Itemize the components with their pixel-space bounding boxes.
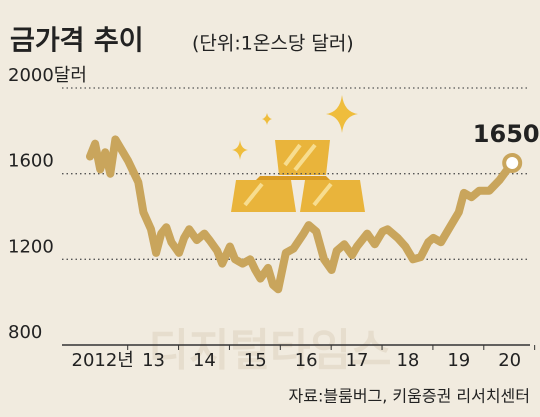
x-tick-label: 14	[193, 350, 216, 371]
x-tick-label: 15	[244, 350, 267, 371]
x-tick-label: 16	[295, 350, 318, 371]
x-tick-label: 17	[346, 350, 369, 371]
source: 자료:블룸버그, 키움증권 리서치센터	[289, 387, 530, 406]
watermark: 디지털타임스	[149, 325, 392, 376]
y-tick-label: 1600	[8, 151, 54, 172]
chart-title: 금가격 추이	[10, 26, 144, 57]
x-tick-label: 20	[498, 350, 521, 371]
x-tick-label: 2012년	[72, 350, 134, 371]
end-point	[502, 152, 523, 173]
price-line	[86, 135, 517, 294]
chart-subtitle: (단위:1온스당 달러)	[192, 33, 354, 55]
y-tick-label: 1200	[8, 236, 54, 257]
y-tick-label: 2000달러	[8, 65, 87, 86]
gold-bars-illustration	[231, 95, 365, 212]
annotation: 1650	[473, 120, 540, 148]
x-tick-label: 18	[396, 350, 419, 371]
x-tick-label: 19	[447, 350, 470, 371]
x-tick-label: 13	[142, 350, 165, 371]
y-tick-label: 800	[8, 322, 42, 343]
